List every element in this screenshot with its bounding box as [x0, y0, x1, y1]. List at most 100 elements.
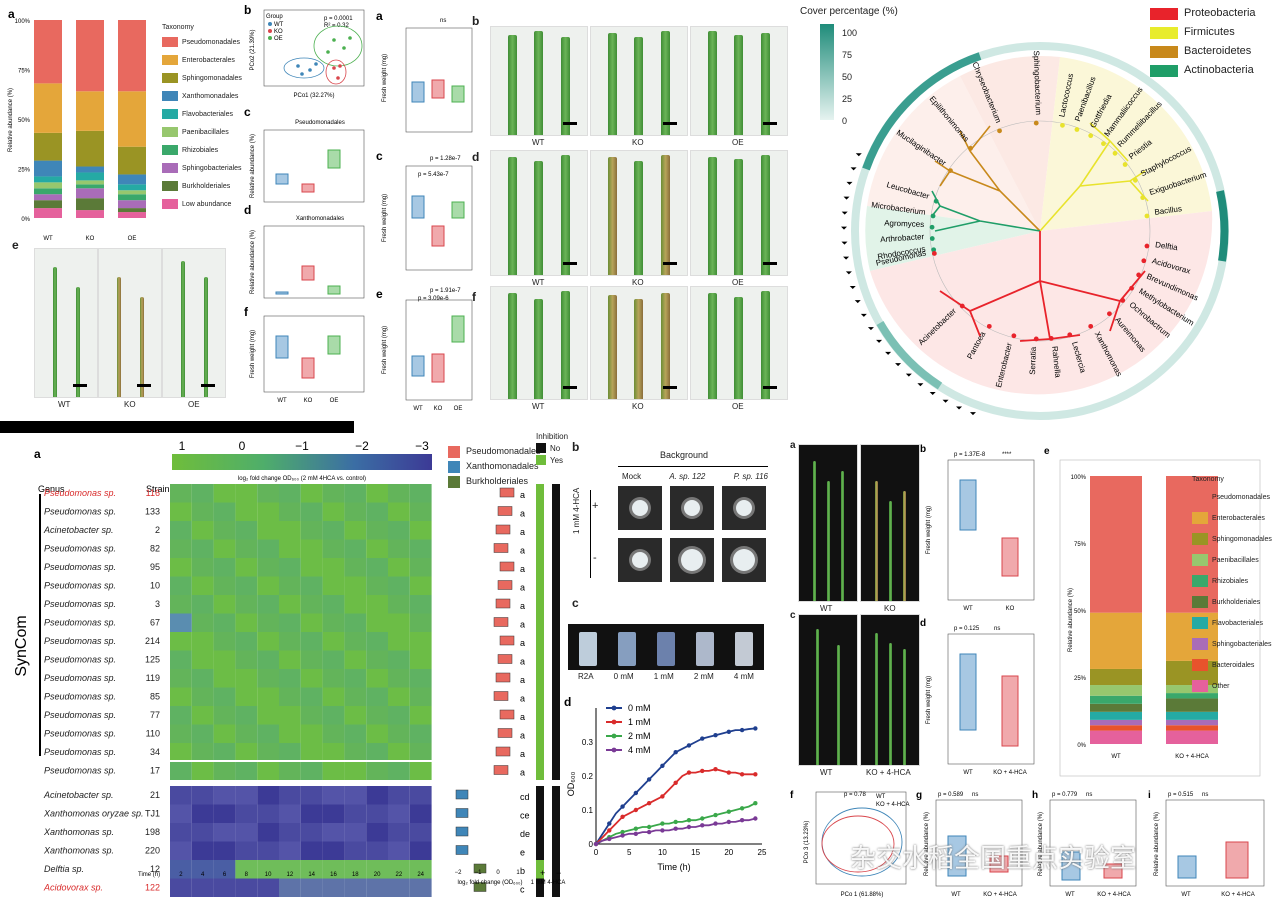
- growth-point: [646, 824, 652, 830]
- cover-tick-50: 50: [842, 72, 853, 82]
- growth-point: [753, 816, 758, 821]
- row-strain: 110: [146, 729, 160, 739]
- tree-tip: [1136, 272, 1142, 278]
- inhibition-minus-cell: [552, 841, 560, 860]
- firmicutes-clade: [1039, 122, 1149, 232]
- box-d-ylabel: Relative abundance (%): [250, 230, 256, 294]
- order-swatch: [448, 475, 460, 488]
- heatmap-cell: [170, 687, 192, 706]
- box-f-ylabel: Fresh weight (mg): [250, 330, 256, 378]
- sig-letter: a: [520, 546, 525, 556]
- leaf-panel-b: b: [472, 14, 480, 28]
- inhibition-plus-cell: [536, 595, 544, 614]
- heatmap-cell: [257, 632, 279, 651]
- scale-tick: −3: [415, 439, 429, 453]
- heatmap-cell: [322, 539, 345, 558]
- heatmap-cell: [388, 823, 410, 842]
- heatmap-cell: [366, 595, 388, 614]
- heatmap-cell: [235, 650, 258, 669]
- growth-point: [607, 821, 612, 826]
- heatmap-cell: [257, 595, 279, 614]
- heatmap-cell: [191, 669, 214, 688]
- mid-box-a-oe: [451, 85, 465, 103]
- br-box-g-frame: [935, 799, 1023, 887]
- legend-item: Flavobacteriales: [162, 109, 242, 119]
- leaf-photo-d-wt: [490, 150, 588, 276]
- inhibition-plus-cell: [536, 558, 544, 577]
- inhibition-minus-cell: [552, 823, 560, 842]
- sig-letter: a: [520, 564, 525, 574]
- br-photo-ko: [860, 444, 920, 602]
- pcoa-frame: [263, 9, 365, 87]
- heatmap-cell: [300, 786, 323, 805]
- watermark-text: 杂交水稻全国重点实验室: [850, 843, 1137, 873]
- strain-boxplot: [499, 487, 515, 498]
- legend-swatch: [162, 37, 178, 47]
- heatmap-cell: [213, 502, 236, 521]
- heatmap-cell: [366, 786, 388, 805]
- heatmap-cell: [409, 650, 432, 669]
- growth-point: [633, 790, 639, 796]
- legend-swatch: [162, 109, 178, 119]
- triangle-marker: [956, 406, 963, 410]
- growth-point: [646, 801, 652, 806]
- br-ytick: 75%: [1074, 542, 1087, 548]
- growth-point: [660, 763, 665, 768]
- heatmap-cell: [191, 558, 214, 577]
- inhibition-label: No: [550, 443, 561, 453]
- heatmap-cell: [409, 823, 432, 842]
- scale-tick: 1: [179, 439, 186, 453]
- growth-point: [726, 770, 731, 775]
- br-panel-c: c: [790, 610, 796, 621]
- strain-boxplot: [493, 617, 509, 627]
- row-genus: Pseudomonas sp.: [44, 581, 116, 591]
- br-photo-wt: [798, 444, 858, 602]
- tree-tip: [1067, 332, 1073, 338]
- heatmap-cell: [300, 576, 323, 595]
- heatmap-cell: [388, 860, 410, 879]
- leaf-cap-f-oe: OE: [732, 402, 744, 411]
- heatmap-cell: [366, 669, 388, 688]
- br-taxonomy-title: Taxonomy: [1192, 476, 1224, 483]
- bar-segment-OE-low-abundance: [118, 212, 146, 218]
- growth-point: [700, 768, 705, 774]
- legend-label: Xanthomonadales: [182, 92, 239, 100]
- br-box-i-ko: [1225, 841, 1249, 879]
- heatmap-cell: [344, 804, 367, 823]
- sig-letter: a: [520, 731, 525, 741]
- growth-point: [593, 841, 599, 847]
- time-tick: 16: [330, 872, 337, 878]
- culture-tube: [696, 632, 715, 666]
- heatmap-cell: [366, 484, 388, 503]
- box-c-ylabel: Relative abundance (%): [250, 134, 256, 198]
- plant-photo-ko: [98, 248, 162, 398]
- row-genus: Xanthomonas sp.: [43, 827, 114, 837]
- br-panel-i: i: [1148, 790, 1151, 801]
- bar-segment-KO-sphingomonadales: [76, 130, 104, 167]
- heatmap-cell: [344, 823, 367, 842]
- triangle-marker: [895, 363, 902, 367]
- heatmap-cell: [257, 669, 279, 688]
- br-legend-swatch: [1192, 533, 1208, 545]
- paper-disc: [736, 500, 752, 516]
- heatmap-cell: [409, 521, 432, 540]
- heatmap-colorbar: [172, 454, 432, 470]
- triangle-marker: [876, 339, 883, 343]
- inhibition-plus-cell: [536, 502, 544, 521]
- fresh-weight-boxplots: a Fresh weight (mg) ns c Fresh weight (m…: [376, 9, 473, 412]
- inhibition-plus-cell: [536, 786, 544, 805]
- heatmap-cell: [322, 484, 345, 503]
- tree-tip: [959, 303, 965, 309]
- heatmap-cell: [279, 669, 301, 688]
- sector-bacteroidetes: [867, 76, 1040, 231]
- box-tick: −2: [455, 870, 463, 876]
- heatmap-cell: [300, 632, 323, 651]
- bar-segment-WT-flavobacteriales: [34, 176, 62, 183]
- heatmap-cell: [170, 613, 192, 632]
- row-strain: 67: [150, 618, 160, 628]
- heatmap-cell: [235, 860, 258, 879]
- actinobacteria-clade: [931, 190, 1041, 232]
- heatmap-cell: [213, 539, 236, 558]
- heatmap-cell: [170, 724, 192, 743]
- strain-boxplot: [495, 524, 511, 535]
